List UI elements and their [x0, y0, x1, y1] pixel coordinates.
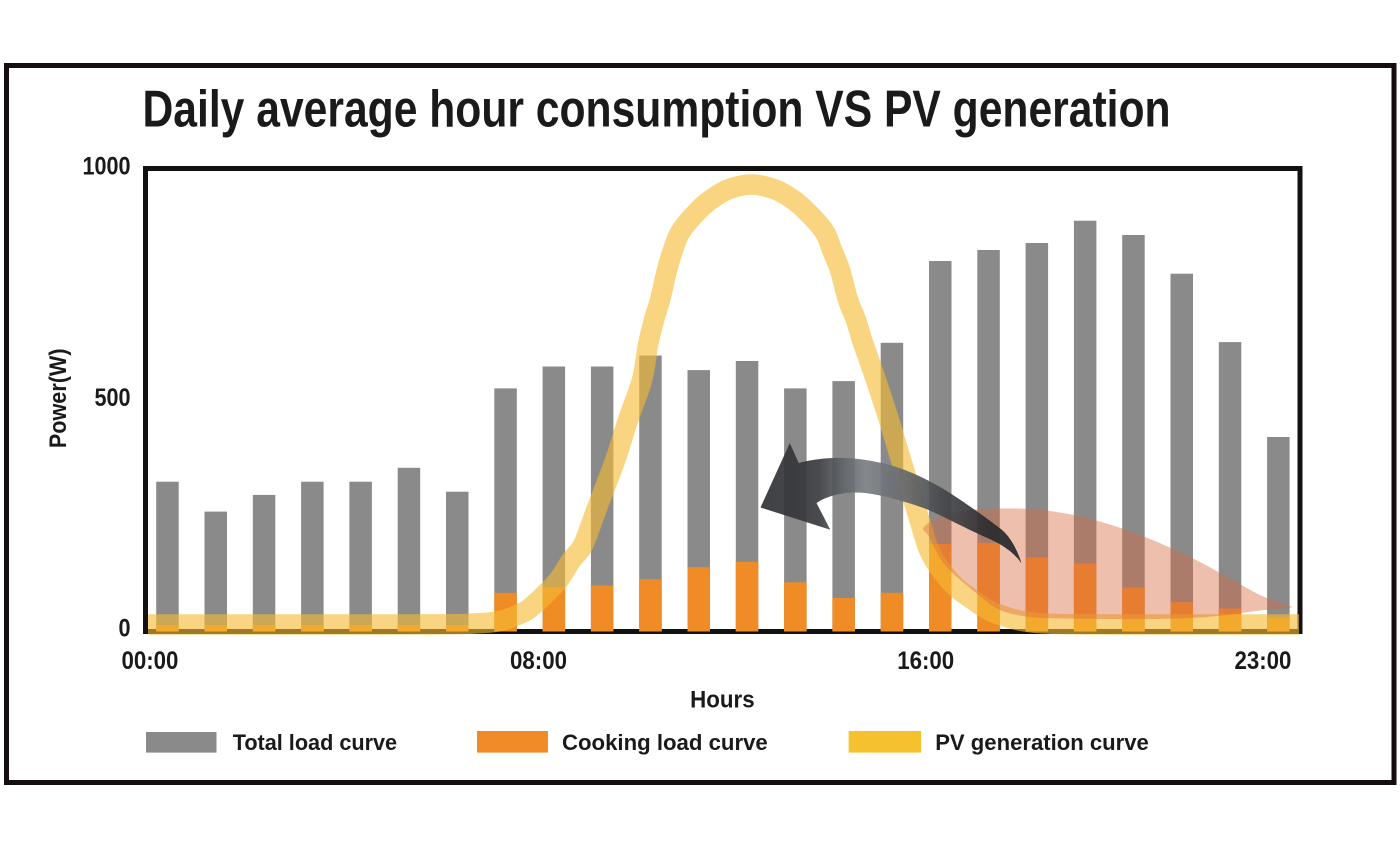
svg-text:08:00: 08:00	[510, 647, 567, 674]
svg-text:Daily average hour consumption: Daily average hour consumption VS PV gen…	[143, 81, 1171, 139]
svg-text:23:00: 23:00	[1234, 647, 1291, 674]
svg-text:00:00: 00:00	[121, 647, 178, 674]
svg-text:500: 500	[94, 384, 130, 412]
svg-text:1000: 1000	[82, 152, 130, 180]
svg-text:16:00: 16:00	[897, 647, 954, 674]
svg-text:Power(W): Power(W)	[44, 348, 71, 448]
svg-text:0: 0	[118, 614, 130, 642]
svg-text:Total load curve: Total load curve	[233, 730, 397, 756]
svg-text:Cooking load curve: Cooking load curve	[562, 730, 768, 755]
svg-text:Hours: Hours	[690, 686, 754, 713]
svg-text:PV generation curve: PV generation curve	[935, 730, 1149, 755]
